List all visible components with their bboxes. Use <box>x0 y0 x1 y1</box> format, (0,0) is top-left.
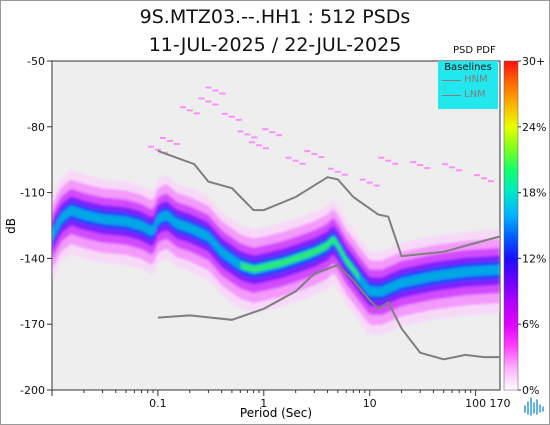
y-tick-label: -50 <box>27 55 45 68</box>
legend-label-lnm: LNM <box>464 89 486 100</box>
psd-point <box>449 166 456 169</box>
colorbar-tick-label: 0% <box>522 384 539 397</box>
y-tick-label: -170 <box>20 318 45 331</box>
psd-point <box>474 174 480 177</box>
x-axis: 0.1 1 10 100 170 <box>51 390 511 410</box>
nlnm-baseline <box>157 263 500 361</box>
nlnm-line <box>157 263 500 361</box>
psd-point <box>341 173 348 176</box>
psd-point <box>167 140 173 142</box>
psd-point <box>256 144 262 147</box>
nhnm-baseline <box>157 149 500 258</box>
psd-point <box>318 156 325 159</box>
x-tick-label: 100 <box>465 397 486 410</box>
legend-item-hnm: HNM <box>438 73 498 88</box>
psd-point <box>205 100 212 103</box>
chart-subtitle: 11-JUL-2025 / 22-JUL-2025 <box>148 34 402 56</box>
psd-point <box>292 159 299 162</box>
chart-title: 9S.MTZ03.--.HH1 : 512 PSDs <box>139 6 411 28</box>
psd-point <box>263 147 269 150</box>
y-tick-label: -140 <box>20 252 45 265</box>
psd-point <box>147 145 154 148</box>
y-tick-label: -80 <box>27 121 45 134</box>
psd-point <box>373 184 380 187</box>
x-tick-label: 170 <box>490 397 511 410</box>
psd-point <box>392 162 399 165</box>
psd-point <box>410 161 417 164</box>
x-tick-label: 10 <box>363 397 377 410</box>
psd-point <box>285 156 292 159</box>
y-tick-label: -110 <box>20 187 45 200</box>
psd-point <box>366 181 373 184</box>
colorbar-tick-label: 12% <box>522 252 546 265</box>
psd-point <box>212 89 219 92</box>
x-tick-label: 0.1 <box>149 397 167 410</box>
x-axis-label: Period (Sec) <box>240 406 312 420</box>
legend-label-hnm: HNM <box>464 74 488 85</box>
legend-item-lnm: LNM <box>438 88 498 103</box>
legend-title: Baselines <box>444 62 492 73</box>
y-tick-label: -200 <box>20 384 45 397</box>
psd-point <box>221 112 228 115</box>
psd-point <box>334 170 341 173</box>
psd-point <box>269 131 276 134</box>
psd-point <box>424 167 431 170</box>
psd-point <box>205 86 212 89</box>
y-axis: -50 -80 -110 -140 -170 -200 <box>20 55 52 397</box>
psd-point <box>417 164 424 167</box>
psd-point <box>174 143 180 145</box>
psd-point <box>228 115 235 118</box>
psd-point <box>327 167 334 170</box>
lnm-line-swatch <box>442 95 461 96</box>
psd-point <box>378 156 385 159</box>
psd-point <box>385 159 392 162</box>
psd-point <box>481 177 487 180</box>
psd-point <box>198 97 205 100</box>
psd-point <box>244 133 251 136</box>
psd-point <box>212 103 219 106</box>
psd-point <box>193 112 200 115</box>
baseline-legend: Baselines HNM LNM <box>438 61 498 109</box>
psd-point <box>488 180 494 183</box>
psd-point <box>262 128 269 131</box>
psd-point <box>186 109 193 112</box>
psd-point <box>237 130 244 133</box>
density-level-6 <box>52 205 500 297</box>
colorbar-tick-label: 30+ <box>522 55 545 68</box>
psd-point <box>311 153 318 156</box>
psd-point <box>276 134 283 137</box>
density-peak <box>240 236 360 282</box>
psd-point <box>299 162 306 165</box>
psd-point <box>251 136 258 139</box>
colorbar-tick-label: 24% <box>522 121 546 134</box>
x-tick-label: 1 <box>260 397 267 410</box>
psd-point <box>235 118 242 121</box>
colorbar <box>503 60 519 391</box>
psd-point <box>179 106 186 109</box>
psd-point <box>154 148 161 151</box>
psd-point <box>456 169 463 172</box>
psd-point <box>160 137 166 139</box>
psd-point <box>442 163 449 166</box>
y-axis-label: dB <box>4 218 18 234</box>
colorbar-tick-label: 18% <box>522 187 546 200</box>
seismic-logo-icon <box>522 394 546 418</box>
density-level-5 <box>52 201 500 301</box>
psd-density-layer <box>52 86 500 336</box>
hnm-line-swatch <box>442 80 461 81</box>
density-band <box>52 170 500 336</box>
nhnm-line <box>157 149 500 258</box>
colorbar-title: PSD PDF <box>453 45 496 56</box>
psd-point <box>359 178 366 181</box>
psd-point <box>249 141 255 144</box>
psd-point <box>304 150 311 153</box>
colorbar-ticks: 30+ 24% 18% 12% 6% 0% <box>518 55 546 397</box>
psd-point <box>219 92 226 95</box>
colorbar-tick-label: 6% <box>522 318 539 331</box>
